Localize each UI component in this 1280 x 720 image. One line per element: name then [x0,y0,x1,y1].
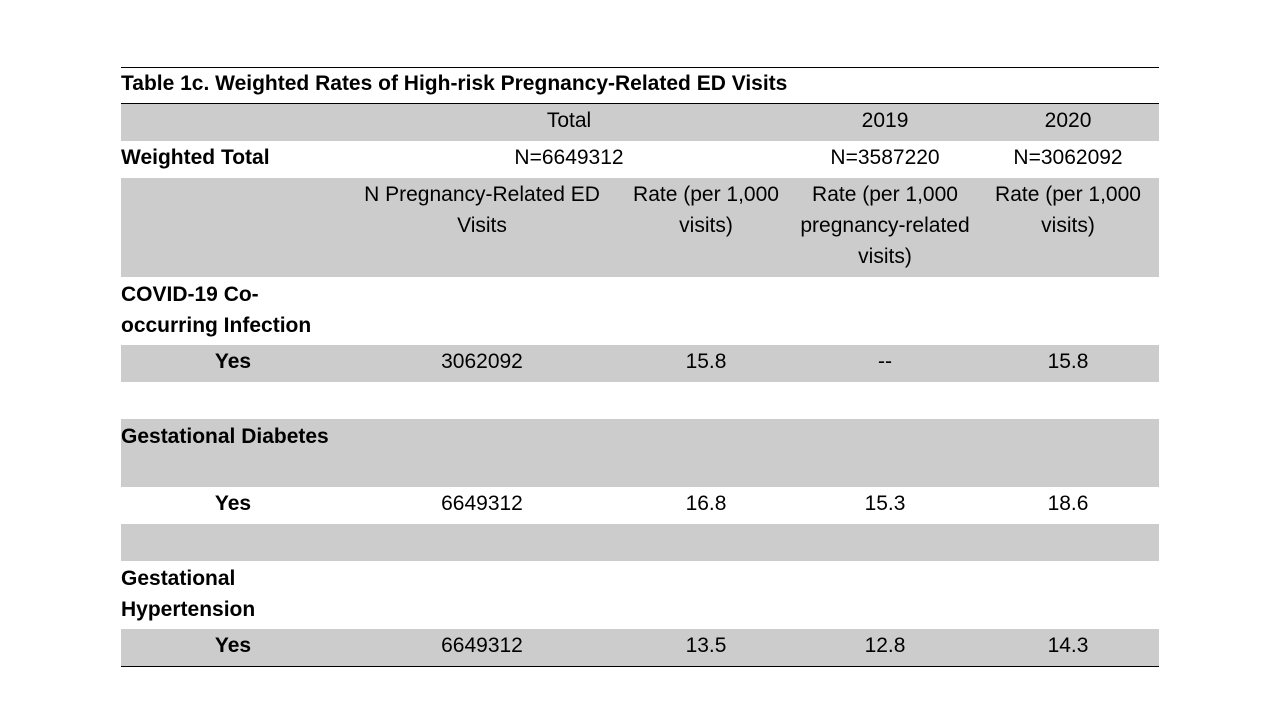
row-rate-2019: -- [793,345,978,382]
weighted-total-n: N=6649312 [514,146,624,169]
row-rate-2019: 12.8 [793,629,978,667]
section-header-row: Gestational Hypertension [121,561,1159,629]
section-header-row: COVID-19 Co-occurring Infection [121,277,1159,345]
table-caption: Table 1c. Weighted Rates of High-risk Pr… [121,68,1159,104]
empty-cell [619,561,793,629]
header-row: Total 2019 2020 [121,104,1160,141]
empty-cell [345,277,619,345]
section-header-row: Gestational Diabetes [121,419,1160,487]
row-n: 6649312 [441,492,523,515]
empty-cell [977,277,1159,345]
weighted-total-label: Weighted Total [121,146,270,169]
subheader-rate-2020: Rate (per 1,000 visits) [977,178,1160,277]
subheader-n-visits: N Pregnancy-Related ED Visits [345,178,619,277]
empty-cell [619,419,794,487]
empty-cell [793,277,977,345]
row-n: 6649312 [345,629,619,667]
empty-cell [793,561,977,629]
empty-cell [345,561,619,629]
row-rate: 16.8 [685,492,727,515]
spacer-cell [121,382,1159,419]
table-top-rule [121,67,1159,68]
row-rate-2020: 14.3 [977,629,1160,667]
subheader-rate-2019: Rate (per 1,000 pregnancy-related visits… [793,178,978,277]
weighted-2020-n: N=3062092 [1013,146,1123,169]
subheader-empty-cell [121,178,345,277]
section-label-covid: COVID-19 Co-occurring Infection [121,283,312,337]
table-row: Yes 3062092 15.8 -- 15.8 [121,345,1160,382]
table-row: Yes 6649312 16.8 15.3 18.6 [121,487,1159,524]
row-rate-2019: 15.3 [864,492,906,515]
empty-cell [977,561,1159,629]
header-total: Total [345,104,794,141]
row-label: Yes [121,629,345,667]
row-n: 3062092 [345,345,619,382]
spacer-cell [121,524,1160,561]
empty-cell [793,419,978,487]
row-label: Yes [214,492,252,515]
row-label: Yes [121,345,345,382]
section-label-diabetes: Gestational Diabetes [121,419,345,487]
empty-cell [977,419,1160,487]
weighted-total-row: Weighted Total N=6649312 N=3587220 N=306… [121,141,1159,178]
row-rate-2020: 18.6 [1047,492,1089,515]
row-rate: 13.5 [619,629,794,667]
rates-table: Total 2019 2020 Weighted Total N=6649312… [121,104,1160,667]
header-2020: 2020 [977,104,1160,141]
table-row: Yes 6649312 13.5 12.8 14.3 [121,629,1160,667]
subheader-rate-total: Rate (per 1,000 visits) [619,178,794,277]
row-rate-2020: 15.8 [977,345,1160,382]
weighted-2019-n: N=3587220 [830,146,940,169]
header-empty-cell [121,104,345,141]
row-rate: 15.8 [619,345,794,382]
empty-cell [345,419,619,487]
spacer-row [121,524,1160,561]
empty-cell [619,277,793,345]
header-2019: 2019 [793,104,978,141]
spacer-row [121,382,1159,419]
table-container: Table 1c. Weighted Rates of High-risk Pr… [121,67,1160,667]
subheader-row: N Pregnancy-Related ED Visits Rate (per … [121,178,1160,277]
section-label-hypertension: Gestational Hypertension [121,567,256,621]
